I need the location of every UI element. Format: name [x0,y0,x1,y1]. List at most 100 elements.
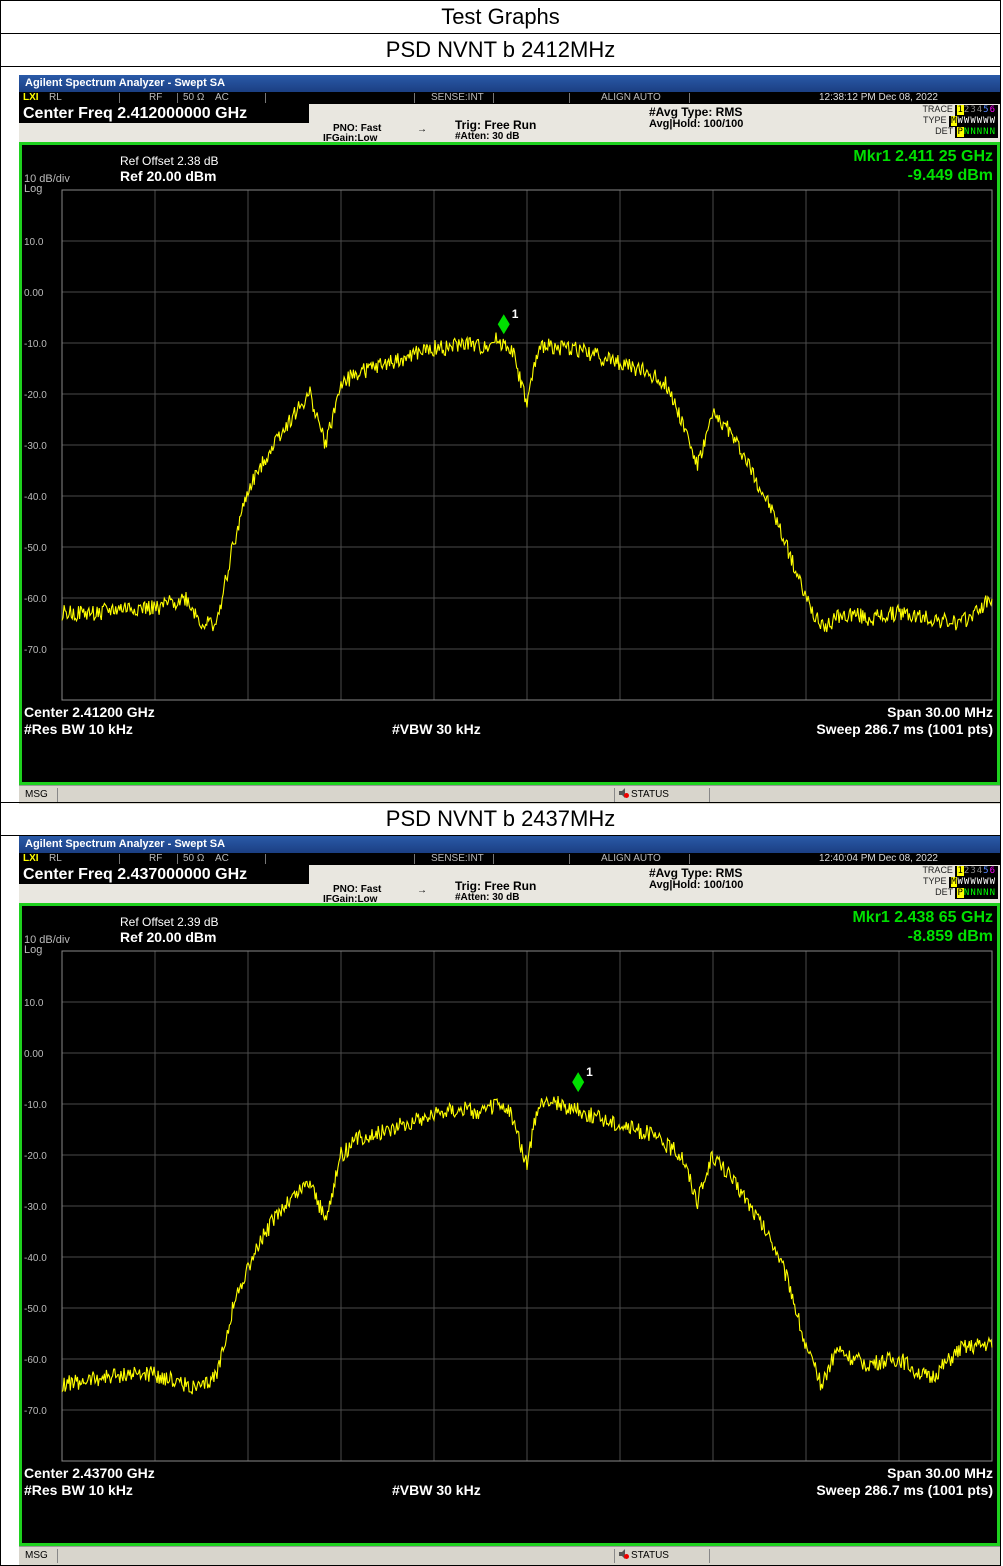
y-tick-label: -70.0 [24,1406,47,1417]
y-tick-label: -20.0 [24,1151,47,1162]
sweep-label: Sweep 286.7 ms (1001 pts) [816,1482,993,1498]
rf-label: RF [149,853,163,864]
analyzer-screen[interactable]: 10.0 0.00 -10.0 -20.0 -30.0 -40.0 -50.0 -60.0 -7… [19,903,1000,1546]
y-tick-label: -50.0 [24,543,47,554]
trace-line [61,332,993,633]
y-tick-label: -50.0 [24,1304,47,1315]
analyzer-title-bar: Agilent Spectrum Analyzer - Swept SA [19,75,1000,92]
center-frequency-label: Center 2.43700 GHz [24,1465,155,1481]
sense-label: SENSE:INT [431,853,484,864]
marker-number: 1 [586,1065,593,1079]
plot-cell-1: Agilent Spectrum Analyzer - Swept SA LXI… [0,67,1001,804]
spectrum-analyzer-window-2: Agilent Spectrum Analyzer - Swept SA LXI… [19,836,1000,1565]
trig-label: Trig: Free Run [455,118,537,132]
spectrum-plot: 10.0 0.00 -10.0 -20.0 -30.0 -40.0 -50.0 -60.0 -7… [24,909,993,1498]
ref-level-label: Ref 20.00 dBm [120,929,216,945]
timestamp: 12:40:04 PM Dec 08, 2022 [819,853,938,864]
span-label: Span 30.00 MHz [887,1465,993,1481]
marker-level: -8.859 dBm [908,928,993,945]
timestamp: 12:38:12 PM Dec 08, 2022 [819,92,938,103]
center-freq-header[interactable]: Center Freq 2.437000000 GHz [19,865,309,884]
plot-caption-1: PSD NVNT b 2412MHz [0,33,1001,67]
trace-indicator: TRACE 123456 TYPE MWWWWWW DET PNNNNN [922,865,998,899]
ifgain-label: IFGain:Low [323,133,378,144]
trig-label: Trig: Free Run [455,879,537,893]
log-label: Log [24,183,42,195]
plot-border [61,189,993,701]
log-label: Log [24,944,42,956]
avg-type-label: #Avg Type: RMS [649,866,743,880]
trace-digits: 123456 [955,866,998,877]
plot-border [61,950,993,1462]
trace-det: PNNNNN [955,888,998,899]
status-indicator[interactable]: STATUS [619,1547,669,1565]
trace-type: MWWWWWW [949,877,998,888]
marker-number: 1 [512,307,519,321]
impedance-label: 50 Ω [183,853,205,864]
avg-hold-label: Avg|Hold: 100/100 [649,879,744,891]
arrow-icon: → [417,124,427,135]
y-tick-label: -10.0 [24,1100,47,1111]
y-tick-label: -30.0 [24,441,47,452]
avg-type-label: #Avg Type: RMS [649,105,743,119]
y-tick-label: 10.0 [24,998,44,1009]
trace-type: MWWWWWW [949,116,998,127]
avg-hold-label: Avg|Hold: 100/100 [649,118,744,130]
marker-diamond-icon[interactable] [572,1072,585,1093]
pno-label: PNO: Fast [333,884,382,895]
vbw-label: #VBW 30 kHz [392,721,481,737]
y-tick-label: 0.00 [24,288,44,299]
message-bar: MSG STATUS [19,785,1000,804]
trace-digits: 123456 [955,105,998,116]
rl-label: RL [49,853,62,864]
status-indicator[interactable]: STATUS [619,786,669,804]
trace-det: PNNNNN [955,127,998,138]
y-tick-label: -60.0 [24,594,47,605]
scale-label: 10 dB/div [24,173,70,185]
coupling-label: AC [215,92,229,103]
impedance-label: 50 Ω [183,92,205,103]
marker-frequency: Mkr1 2.411 25 GHz [853,148,993,165]
center-frequency-label: Center 2.41200 GHz [24,704,155,720]
y-tick-label: 0.00 [24,1049,44,1060]
ref-offset-label: Ref Offset 2.39 dB [120,915,219,929]
analyzer-screen[interactable]: 10.0 0.00 -10.0 -20.0 -30.0 -40.0 -50.0 -60.0 -7… [19,142,1000,785]
align-label: ALIGN AUTO [601,92,661,103]
y-tick-label: -40.0 [24,492,47,503]
sweep-label: Sweep 286.7 ms (1001 pts) [816,721,993,737]
y-tick-label: -20.0 [24,390,47,401]
analyzer-status-row: LXI RL RF 50 Ω AC SENSE:INT ALIGN AUTO 1… [19,92,1000,104]
y-tick-label: -60.0 [24,1355,47,1366]
plot-caption-2: PSD NVNT b 2437MHz [0,802,1001,836]
speaker-mute-icon [619,1549,629,1559]
ref-level-label: Ref 20.00 dBm [120,168,216,184]
marker-level: -9.449 dBm [908,167,993,184]
scale-label: 10 dB/div [24,934,70,946]
marker-diamond-icon[interactable] [497,314,510,335]
lxi-icon: LXI [23,853,39,864]
ref-offset-label: Ref Offset 2.38 dB [120,154,219,168]
analyzer-header: Center Freq 2.437000000 GHz PNO: Fast IF… [19,865,1000,905]
res-bw-label: #Res BW 10 kHz [24,721,133,737]
res-bw-label: #Res BW 10 kHz [24,1482,133,1498]
y-tick-label: -70.0 [24,645,47,656]
message-bar: MSG STATUS [19,1546,1000,1565]
span-label: Span 30.00 MHz [887,704,993,720]
rl-label: RL [49,92,62,103]
analyzer-title: Agilent Spectrum Analyzer - Swept SA [25,838,226,850]
speaker-mute-icon [619,788,629,798]
y-tick-label: -10.0 [24,339,47,350]
analyzer-header: Center Freq 2.412000000 GHz PNO: Fast IF… [19,104,1000,144]
lxi-icon: LXI [23,92,39,103]
spectrum-plot: 10.0 0.00 -10.0 -20.0 -30.0 -40.0 -50.0 -60.0 -7… [24,148,993,737]
msg-label: MSG [25,1550,48,1561]
trace-line [61,1095,993,1395]
ifgain-label: IFGain:Low [323,894,378,905]
y-tick-label: 10.0 [24,237,44,248]
section-title: Test Graphs [0,0,1001,34]
trace-indicator: TRACE 123456 TYPE MWWWWWW DET PNNNNN [922,104,998,138]
analyzer-title-bar: Agilent Spectrum Analyzer - Swept SA [19,836,1000,853]
atten-label: #Atten: 30 dB [455,892,520,903]
center-freq-header[interactable]: Center Freq 2.412000000 GHz [19,104,309,123]
